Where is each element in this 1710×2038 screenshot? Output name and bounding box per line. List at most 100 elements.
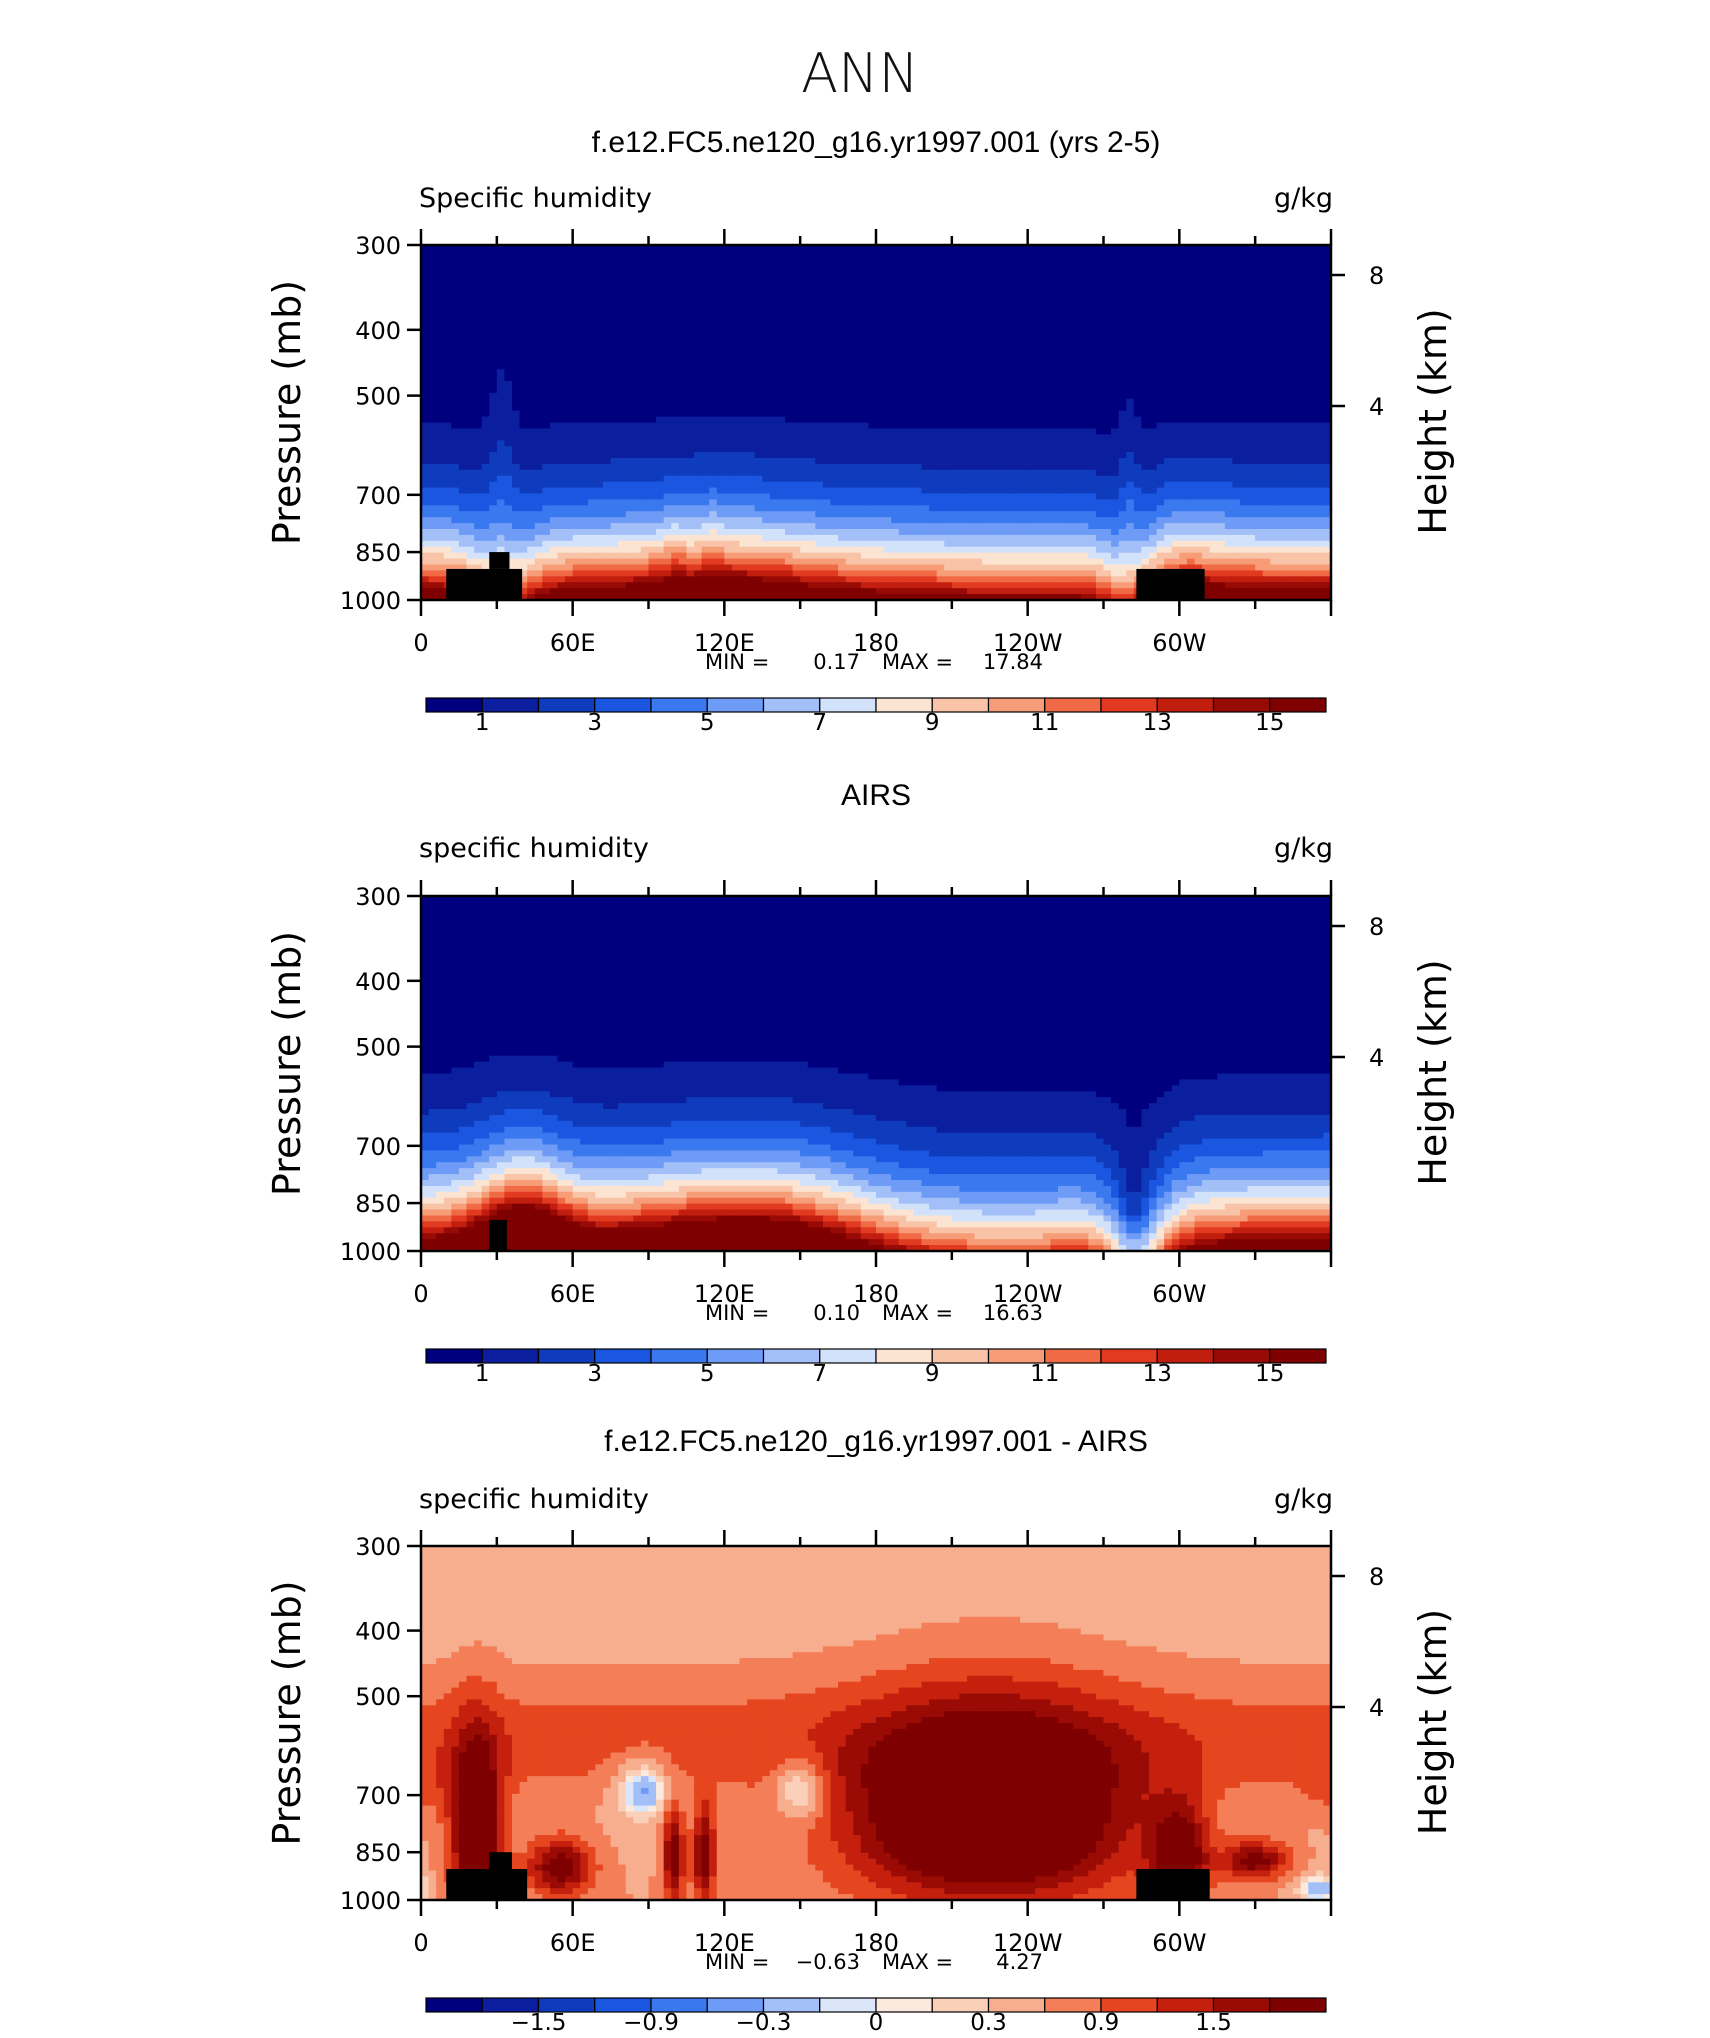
contour-cell <box>1186 321 1196 329</box>
contour-cell <box>891 428 900 435</box>
contour-cell <box>678 363 688 370</box>
contour-cell <box>1247 398 1256 406</box>
contour-cell <box>830 410 839 418</box>
contour-cell <box>1270 422 1279 430</box>
contour-cell <box>1323 410 1332 418</box>
contour-cell <box>489 357 498 364</box>
contour-cell <box>1027 357 1036 364</box>
contour-cell <box>929 387 938 394</box>
contour-cell <box>519 363 528 370</box>
contour-cell <box>944 387 953 394</box>
contour-cell <box>527 357 536 364</box>
contour-cell <box>489 440 498 447</box>
contour-cell <box>1247 351 1256 359</box>
contour-cell <box>747 321 756 329</box>
contour-cell <box>549 428 559 435</box>
contour-cell <box>542 304 551 311</box>
contour-cell <box>1050 327 1059 335</box>
contour-cell <box>936 458 945 465</box>
contour-cell <box>519 310 528 317</box>
contour-cell <box>838 274 847 282</box>
contour-cell <box>1126 339 1135 347</box>
contour-cell <box>951 286 961 293</box>
contour-cell <box>1004 469 1014 477</box>
contour-cell <box>1103 274 1112 282</box>
contour-cell <box>678 428 688 435</box>
contour-cell <box>1270 286 1279 293</box>
contour-cell <box>747 280 756 288</box>
contour-cell <box>1095 363 1105 370</box>
contour-cell <box>815 381 824 388</box>
contour-cell <box>595 327 604 335</box>
contour-cell <box>1133 392 1143 400</box>
contour-cell <box>656 440 665 447</box>
contour-cell <box>731 250 741 258</box>
contour-cell <box>838 440 847 447</box>
contour-cell <box>1126 363 1135 370</box>
contour-cell <box>458 475 468 483</box>
contour-cell <box>504 410 513 418</box>
contour-cell <box>572 250 581 258</box>
contour-cell <box>1035 262 1044 270</box>
contour-cell <box>1285 416 1294 424</box>
contour-cell <box>1035 469 1044 477</box>
contour-cell <box>792 280 801 288</box>
contour-cell <box>1042 292 1052 299</box>
contour-cell <box>512 298 521 305</box>
contour-cell <box>815 416 824 424</box>
contour-cell <box>1202 256 1211 264</box>
contour-cell <box>929 375 938 382</box>
contour-cell <box>1293 250 1302 258</box>
contour-cell <box>838 410 847 418</box>
contour-cell <box>565 280 574 288</box>
contour-cell <box>1088 333 1097 341</box>
contour-cell <box>633 321 642 329</box>
contour-cell <box>519 375 528 382</box>
contour-cell <box>481 446 490 453</box>
contour-cell <box>580 381 589 388</box>
contour-cell <box>1262 286 1271 293</box>
contour-cell <box>807 310 816 317</box>
contour-cell <box>1027 404 1036 412</box>
contour-cell <box>1073 463 1082 471</box>
contour-cell <box>1202 410 1211 418</box>
contour-cell <box>800 469 809 477</box>
contour-cell <box>1141 310 1150 317</box>
contour-cell <box>640 452 650 459</box>
contour-cell <box>451 475 460 483</box>
contour-cell <box>618 481 627 489</box>
contour-cell <box>1020 375 1029 382</box>
contour-cell <box>678 446 688 453</box>
contour-cell <box>1270 392 1279 400</box>
contour-cell <box>542 286 551 293</box>
contour-cell <box>762 262 771 270</box>
contour-cell <box>1262 475 1271 483</box>
contour-cell <box>891 487 900 495</box>
contour-cell <box>1042 446 1052 453</box>
contour-cell <box>777 292 786 299</box>
contour-cell <box>648 469 657 477</box>
contour-cell <box>800 392 809 400</box>
contour-cell <box>754 434 763 441</box>
contour-cell <box>1247 392 1256 400</box>
contour-cell <box>1095 440 1105 447</box>
contour-cell <box>876 416 885 424</box>
contour-cell <box>1095 250 1105 258</box>
contour-cell <box>1217 434 1226 441</box>
contour-cell <box>1111 475 1120 483</box>
contour-cell <box>1103 280 1112 288</box>
contour-cell <box>830 351 839 359</box>
contour-cell <box>929 434 938 441</box>
contour-cell <box>610 387 619 394</box>
contour-cell <box>989 274 998 282</box>
contour-cell <box>633 440 642 447</box>
contour-cell <box>481 245 490 252</box>
contour-cell <box>1020 404 1029 412</box>
contour-cell <box>883 452 892 459</box>
contour-cell <box>534 321 543 329</box>
contour-cell <box>1255 351 1264 359</box>
contour-cell <box>1050 404 1059 412</box>
contour-cell <box>648 250 657 258</box>
contour-cell <box>656 298 665 305</box>
contour-cell <box>603 375 612 382</box>
